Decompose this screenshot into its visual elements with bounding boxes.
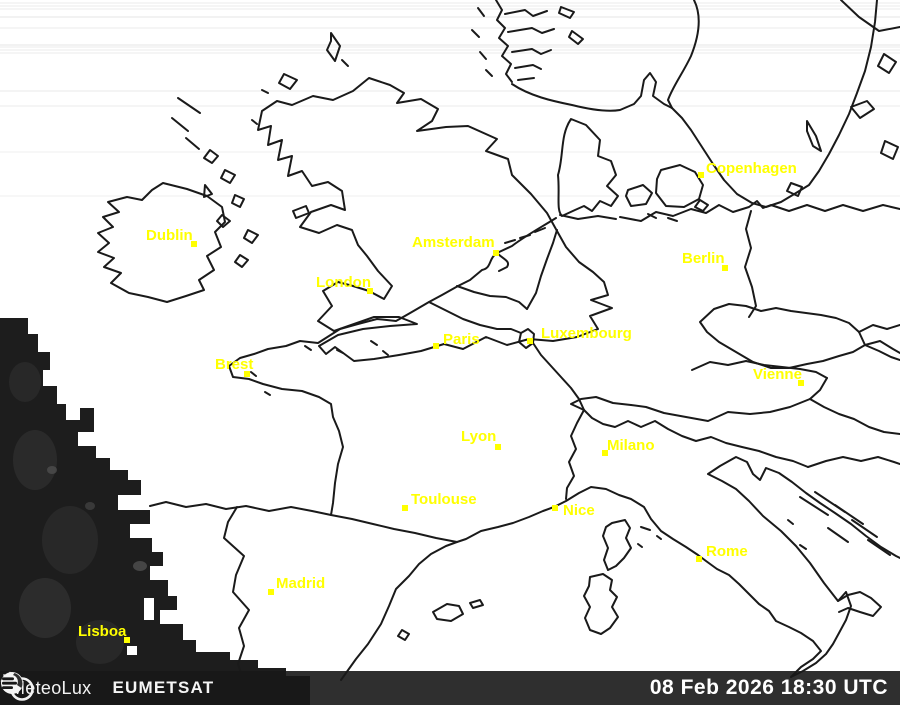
border-slovenia-croatia [807,456,900,468]
city-marker-milano [602,450,608,456]
border-france-italy [565,409,585,500]
coastline-orkney [278,73,298,90]
city-label-milano: Milano [607,437,655,454]
coastline-denmark [557,118,619,217]
city-label-amsterdam: Amsterdam [412,234,495,251]
night-region [0,318,310,705]
city-marker-nice [552,505,558,511]
city-marker-rome [696,556,702,562]
city-label-lyon: Lyon [461,428,497,445]
border-czech [699,303,866,369]
border-austria-north [691,360,828,379]
coastline-mediterranean [340,486,822,681]
coastline-corsica [602,519,632,571]
eumetsat-label: EUMETSAT [112,678,215,697]
scan-lines [0,2,900,197]
city-label-nice: Nice [563,502,595,519]
coastline-gargano-spur [837,591,882,617]
coastline-sardinia [583,573,619,635]
city-label-luxembourg: Luxembourg [541,325,632,342]
coastlines [97,0,900,681]
city-marker-luxembourg [527,338,533,344]
coastline-balearics [397,599,484,641]
city-label-toulouse: Toulouse [411,491,477,508]
border-france-belgium [428,301,522,334]
eumetsat-logo: EUMETSAT [1,672,215,698]
border-germany-south [570,396,632,411]
city-marker-toulouse [402,505,408,511]
border-belgium-netherlands [456,285,528,310]
coastline-ireland [97,182,226,303]
border-portugal-spain [223,506,250,681]
coastline-croatian-isles [787,491,891,556]
city-marker-lyon [495,444,501,450]
border-pyrenees [330,514,458,543]
coastline-baltic-east-fragments [840,0,900,160]
coastline-great-britain [257,77,613,362]
coastline-bornholm [786,182,803,197]
city-label-paris: Paris [443,331,480,348]
coastline-italy-south [707,456,900,678]
country-borders [223,210,900,681]
city-marker-lisboa [124,637,130,643]
city-marker-vienne [798,380,804,386]
coastline-oland [806,120,822,152]
city-label-madrid: Madrid [276,575,326,592]
city-label-lisboa: Lisboa [78,623,127,640]
border-denmark-germany [559,214,617,220]
border-austria-east [809,377,828,400]
border-alps-italy [583,409,809,468]
city-label-vienne: Vienne [753,366,802,383]
coastline-norway [471,0,700,112]
city-marker-copenhagen [698,172,704,178]
city-label-dublin: Dublin [146,227,193,244]
city-marker-london [367,288,373,294]
city-label-london: London [316,274,371,291]
city-label-berlin: Berlin [682,250,725,267]
coastline-isle-of-man [292,205,310,219]
city-marker-dublin [191,241,197,247]
city-label-brest: Brest [215,356,254,373]
footer-bar: MeteoLux EUMETSAT 08 Feb 2026 18:30 UTC [0,671,900,705]
eumetsat-globe-icon [1,672,23,694]
city-marker-brest [244,371,250,377]
city-label-rome: Rome [706,543,748,560]
coastline-wadden-isles [504,227,546,244]
border-germany-poland [744,210,757,318]
city-label-copenhagen: Copenhagen [706,160,797,177]
city-marker-madrid [268,589,274,595]
city-marker-berlin [722,265,728,271]
coastline-baltic-south [619,200,900,222]
border-france-germany [532,342,585,411]
coastline-faroe [558,6,584,45]
timestamp: 08 Feb 2026 18:30 UTC [649,676,888,699]
coastline-scottish-isles [171,32,349,268]
coastline-shetland [326,32,341,62]
coastline-danish-isles [625,164,803,222]
border-hungary-croatia [809,398,900,435]
city-marker-paris [433,343,439,349]
coastline-sweden [671,0,878,208]
border-netherlands-germany [526,229,558,310]
coastline-tyrrhenian-isles [637,526,662,548]
coastline-channel-isles [250,340,389,396]
city-marker-amsterdam [493,250,499,256]
border-austria-south [630,398,811,422]
